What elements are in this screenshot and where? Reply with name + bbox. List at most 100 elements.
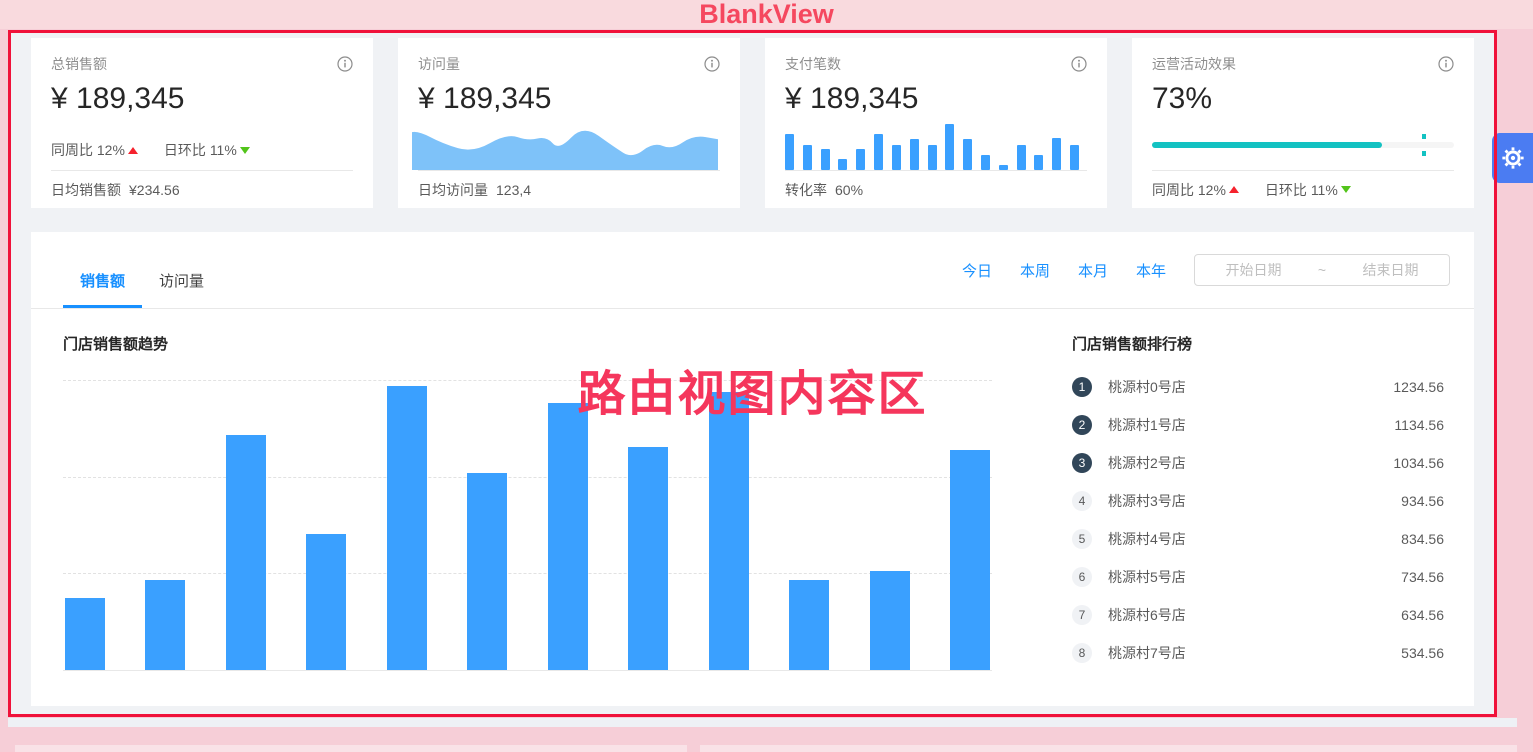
route-view-overlay-label: 路由视图内容区 bbox=[577, 368, 928, 421]
operations-progress-bar bbox=[1152, 134, 1454, 157]
mini-bar bbox=[927, 145, 937, 171]
mini-bar bbox=[998, 165, 1008, 171]
gridline bbox=[63, 573, 992, 575]
sales-trend-bar-chart bbox=[63, 380, 992, 671]
filter-this-year[interactable]: 本年 bbox=[1135, 262, 1166, 280]
rank-badge: 1 bbox=[1072, 377, 1092, 397]
ranking-list: 1 桃源村0号店 1234.56 2 桃源村1号店 1134.56 3 桃源村2号店 1034.… bbox=[1072, 368, 1444, 672]
info-icon[interactable] bbox=[1438, 56, 1454, 72]
card-value: ¥ 189,345 bbox=[51, 82, 185, 115]
card-total-sales: 总销售额 ¥ 189,345 同周比 12% 日环比 11% bbox=[31, 38, 373, 208]
filter-this-month[interactable]: 本月 bbox=[1077, 262, 1108, 280]
sales-bar bbox=[145, 580, 186, 670]
caret-up-icon bbox=[127, 146, 138, 154]
card-footer: 日均销售额 ¥234.56 bbox=[51, 171, 353, 208]
card-head: 支付笔数 bbox=[785, 54, 1087, 74]
dod-trend: 日环比 11% bbox=[1265, 180, 1351, 200]
card-title: 运营活动效果 bbox=[1152, 56, 1236, 72]
card-body bbox=[412, 120, 720, 171]
tab-label: 销售额 bbox=[80, 272, 126, 290]
mini-bar bbox=[838, 159, 848, 171]
info-icon[interactable] bbox=[1071, 56, 1087, 72]
store-value: 934.56 bbox=[1401, 493, 1444, 509]
divider bbox=[51, 170, 353, 172]
card-footer: 同周比 12% 日环比 11% bbox=[1152, 171, 1454, 208]
store-name: 桃源村0号店 bbox=[1108, 379, 1186, 395]
stat-cards-row: 总销售额 ¥ 189,345 同周比 12% 日环比 11% bbox=[31, 38, 1474, 208]
card-payments: 支付笔数 ¥ 189,345 转化率 60% bbox=[765, 38, 1107, 208]
ranking-title: 门店销售额排行榜 bbox=[1072, 336, 1193, 353]
sales-bar bbox=[386, 385, 427, 670]
card-footer: 转化率 60% bbox=[785, 171, 1087, 208]
card-title: 访问量 bbox=[418, 56, 460, 72]
divider bbox=[418, 170, 720, 172]
footer-value: ¥234.56 bbox=[129, 181, 180, 198]
footer-label: 日均销售额 bbox=[51, 181, 121, 198]
card-head: 总销售额 bbox=[51, 54, 353, 74]
card-body bbox=[1152, 120, 1454, 170]
settings-button[interactable] bbox=[1492, 133, 1533, 183]
sales-bar bbox=[225, 435, 266, 670]
card-value: ¥ 189,345 bbox=[418, 82, 552, 115]
tab-sales[interactable]: 销售额 bbox=[63, 252, 143, 308]
sales-bar bbox=[789, 580, 830, 670]
store-value: 834.56 bbox=[1401, 531, 1444, 547]
footer-value: 123,4 bbox=[496, 181, 532, 198]
ranking-row: 1 桃源村0号店 1234.56 bbox=[1072, 368, 1444, 406]
filter-today[interactable]: 今日 bbox=[961, 262, 992, 280]
next-row-card-top bbox=[700, 745, 1517, 752]
gridline bbox=[63, 380, 992, 381]
card-value: 73% bbox=[1152, 82, 1213, 115]
store-value: 734.56 bbox=[1401, 569, 1444, 585]
card-operations-effect: 运营活动效果 73% 同周 bbox=[1132, 38, 1474, 208]
dod-label: 日环比 bbox=[1264, 181, 1307, 198]
info-icon[interactable] bbox=[704, 56, 720, 72]
next-row-card-top bbox=[15, 745, 687, 752]
store-name: 桃源村3号店 bbox=[1108, 493, 1186, 509]
mini-bar bbox=[802, 145, 812, 171]
gridline bbox=[63, 476, 992, 478]
main-bar-chart-bars bbox=[63, 380, 992, 670]
tabs: 销售额 访问量 bbox=[63, 252, 221, 308]
store-name: 桃源村4号店 bbox=[1108, 531, 1186, 547]
tab-visits[interactable]: 访问量 bbox=[142, 252, 221, 308]
card-head: 访问量 bbox=[418, 54, 720, 74]
sales-bar bbox=[306, 533, 347, 670]
store-name: 桃源村6号店 bbox=[1108, 607, 1186, 623]
mini-bar bbox=[909, 139, 919, 171]
mini-bar bbox=[856, 149, 866, 171]
date-separator: ~ bbox=[1317, 262, 1327, 278]
store-value: 634.56 bbox=[1401, 607, 1444, 623]
end-date-placeholder[interactable]: 结束日期 bbox=[1362, 262, 1419, 278]
sales-trend-section: 门店销售额趋势 bbox=[31, 309, 1062, 706]
start-date-placeholder[interactable]: 开始日期 bbox=[1225, 262, 1282, 278]
store-name: 桃源村5号店 bbox=[1108, 569, 1186, 585]
footer-label: 转化率 bbox=[785, 181, 827, 198]
date-range-picker[interactable]: 开始日期 ~ 结束日期 bbox=[1194, 254, 1450, 286]
tab-label: 访问量 bbox=[159, 272, 205, 290]
ranking-row: 8 桃源村7号店 534.56 bbox=[1072, 634, 1444, 672]
card-visits: 访问量 ¥ 189,345 日均访问量 123,4 bbox=[398, 38, 740, 208]
store-name: 桃源村2号店 bbox=[1108, 455, 1186, 471]
rank-badge: 3 bbox=[1072, 453, 1092, 473]
ranking-row: 4 桃源村3号店 934.56 bbox=[1072, 482, 1444, 520]
caret-up-icon bbox=[1228, 186, 1239, 194]
store-value: 1034.56 bbox=[1393, 455, 1444, 471]
ranking-row: 7 桃源村6号店 634.56 bbox=[1072, 596, 1444, 634]
store-value: 534.56 bbox=[1401, 645, 1444, 661]
filter-this-week[interactable]: 本周 bbox=[1019, 262, 1050, 280]
wow-label: 同周比 bbox=[51, 142, 93, 159]
rank-badge: 7 bbox=[1072, 605, 1092, 625]
ranking-row: 3 桃源村2号店 1034.56 bbox=[1072, 444, 1444, 482]
footer-value: 60% bbox=[835, 181, 864, 198]
sales-bar bbox=[949, 449, 990, 670]
sales-ranking-section: 门店销售额排行榜 1 桃源村0号店 1234.56 2 桃源村1号店 1134.56 3 桃源… bbox=[1062, 309, 1474, 706]
dod-trend: 日环比 11% bbox=[164, 140, 250, 160]
tab-bar: 销售额 访问量 今日 本周 本月 本年 开始日期 ~ 结束日期 bbox=[31, 232, 1474, 309]
info-icon[interactable] bbox=[337, 56, 353, 72]
card-body: 同周比 12% 日环比 11% bbox=[51, 120, 353, 170]
caret-down-icon bbox=[1340, 186, 1351, 194]
rank-badge: 6 bbox=[1072, 567, 1092, 587]
card-value: ¥ 189,345 bbox=[785, 82, 919, 115]
